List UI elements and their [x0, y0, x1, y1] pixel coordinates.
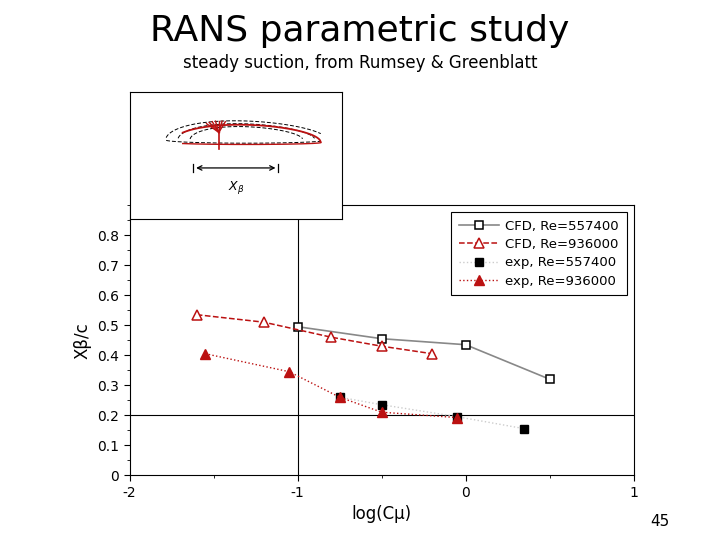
Line: exp, Re=936000: exp, Re=936000	[200, 349, 462, 422]
exp, Re=936000	[201, 350, 210, 357]
exp, Re=557400	[336, 394, 344, 401]
CFD, Re=936000	[327, 334, 336, 340]
CFD, Re=936000	[192, 312, 201, 318]
exp, Re=936000	[377, 409, 386, 415]
Text: 45: 45	[650, 514, 670, 529]
exp, Re=557400	[377, 401, 386, 408]
exp, Re=936000	[336, 394, 344, 401]
Y-axis label: Xβ/c: Xβ/c	[73, 322, 91, 359]
CFD, Re=557400	[377, 335, 386, 342]
exp, Re=557400	[453, 414, 462, 420]
CFD, Re=936000	[377, 343, 386, 349]
CFD, Re=557400	[462, 341, 470, 348]
CFD, Re=557400	[545, 376, 554, 382]
Line: exp, Re=557400: exp, Re=557400	[336, 393, 528, 433]
Legend: CFD, Re=557400, CFD, Re=936000, exp, Re=557400, exp, Re=936000: CFD, Re=557400, CFD, Re=936000, exp, Re=…	[451, 212, 627, 295]
Line: CFD, Re=936000: CFD, Re=936000	[192, 310, 437, 359]
Text: $X_{\beta}$: $X_{\beta}$	[228, 179, 244, 197]
CFD, Re=557400	[293, 323, 302, 330]
exp, Re=936000	[285, 368, 294, 375]
Text: RANS parametric study: RANS parametric study	[150, 14, 570, 48]
exp, Re=936000	[453, 414, 462, 421]
X-axis label: log(Cμ): log(Cμ)	[351, 505, 412, 523]
Text: steady suction, from Rumsey & Greenblatt: steady suction, from Rumsey & Greenblatt	[183, 54, 537, 72]
Line: CFD, Re=557400: CFD, Re=557400	[294, 322, 554, 383]
CFD, Re=936000	[260, 319, 269, 326]
exp, Re=557400	[520, 426, 528, 432]
CFD, Re=936000	[428, 350, 436, 357]
